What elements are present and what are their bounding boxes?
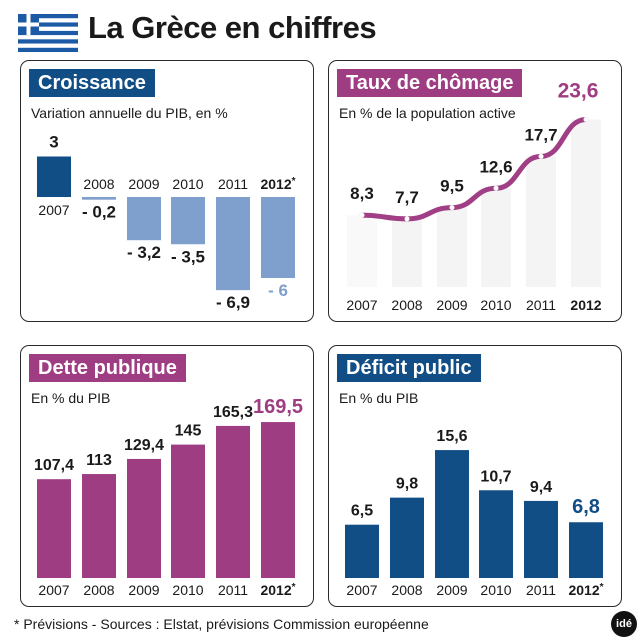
bar-dette-2012 bbox=[261, 422, 295, 578]
bar-croissance-2012 bbox=[261, 197, 295, 278]
chart-dette: 107,4 2007 113 2008 129,4 2009 145 2010 165,3 201… bbox=[34, 396, 303, 598]
header: La Grèce en chiffres bbox=[0, 0, 640, 60]
panel-deficit: Déficit public En % du PIB 6,5 2007 9,8 200… bbox=[328, 345, 622, 607]
year-label-chomage: 2010 bbox=[480, 297, 511, 313]
bar-deficit-2009 bbox=[435, 450, 469, 578]
value-label-dette: 113 bbox=[86, 452, 112, 469]
panel-subtitle-chomage: En % de la population active bbox=[339, 105, 516, 121]
column-shade-chomage bbox=[526, 156, 556, 287]
chart-deficit: 6,5 2007 9,8 2008 15,6 2009 10,7 2010 9,4 2011 6,8… bbox=[345, 428, 604, 598]
value-label-deficit: 9,8 bbox=[396, 476, 418, 493]
year-label-dette: 2011 bbox=[218, 582, 248, 598]
value-label-croissance: 3 bbox=[49, 133, 58, 152]
bar-dette-2009 bbox=[127, 458, 161, 578]
greek-flag-icon bbox=[18, 14, 78, 52]
panel-croissance: Croissance Variation annuelle du PIB, en… bbox=[20, 60, 314, 322]
point-chomage-2008 bbox=[404, 216, 410, 222]
point-chomage-2007 bbox=[359, 212, 365, 218]
panel-title-dette: Dette publique bbox=[29, 354, 186, 382]
bar-deficit-2007 bbox=[345, 524, 379, 578]
value-label-deficit: 9,4 bbox=[530, 479, 552, 496]
year-label-croissance: 2012* bbox=[260, 176, 295, 192]
bar-dette-2008 bbox=[82, 474, 116, 578]
value-label-croissance: - 0,2 bbox=[82, 203, 116, 222]
value-label-croissance: - 6,9 bbox=[216, 293, 250, 312]
page-title: La Grèce en chiffres bbox=[88, 10, 377, 45]
footnote: * Prévisions - Sources : Elstat, prévisi… bbox=[14, 616, 429, 632]
value-label-chomage: 7,7 bbox=[395, 188, 419, 207]
year-label-deficit: 2012* bbox=[568, 582, 603, 598]
year-label-chomage: 2012 bbox=[570, 297, 601, 313]
column-shade-chomage bbox=[347, 215, 377, 287]
value-label-chomage: 23,6 bbox=[558, 80, 599, 103]
value-label-dette: 107,4 bbox=[34, 457, 74, 474]
bar-deficit-2012 bbox=[569, 522, 603, 578]
panel-dette: Dette publique En % du PIB 107,4 2007 113 2… bbox=[20, 345, 314, 607]
year-label-dette: 2012* bbox=[260, 582, 295, 598]
point-chomage-2012 bbox=[583, 117, 589, 122]
bar-dette-2007 bbox=[37, 479, 71, 578]
bar-dette-2011 bbox=[216, 425, 250, 578]
value-label-croissance: - 6 bbox=[268, 281, 288, 300]
bar-croissance-2011 bbox=[216, 197, 250, 291]
value-label-deficit: 6,5 bbox=[351, 503, 373, 520]
chart-chomage: 8,3 2007 7,7 2008 9,5 2009 12,6 2010 17,7 2011 23,… bbox=[346, 80, 601, 314]
year-label-croissance: 2008 bbox=[83, 176, 114, 192]
ide-logo: idé bbox=[611, 611, 637, 637]
year-label-deficit: 2010 bbox=[480, 582, 511, 598]
value-label-croissance: - 3,5 bbox=[171, 247, 205, 266]
year-label-dette: 2008 bbox=[83, 582, 114, 598]
panel-chomage: Taux de chômage En % de la population ac… bbox=[328, 60, 622, 322]
year-label-chomage: 2008 bbox=[391, 297, 422, 313]
value-label-croissance: - 3,2 bbox=[127, 243, 161, 262]
column-shade-chomage bbox=[392, 218, 422, 287]
column-shade-chomage bbox=[571, 119, 601, 287]
year-label-chomage: 2011 bbox=[526, 297, 556, 313]
value-label-deficit: 10,7 bbox=[480, 468, 511, 485]
bar-croissance-2010 bbox=[171, 197, 205, 245]
year-label-dette: 2009 bbox=[128, 582, 159, 598]
year-label-croissance: 2009 bbox=[128, 176, 159, 192]
panel-subtitle-dette: En % du PIB bbox=[31, 390, 111, 406]
value-label-dette: 129,4 bbox=[124, 437, 164, 454]
bar-croissance-2008 bbox=[82, 197, 116, 200]
panel-title-croissance: Croissance bbox=[29, 69, 155, 97]
panel-subtitle-deficit: En % du PIB bbox=[339, 390, 419, 406]
year-label-dette: 2010 bbox=[172, 582, 203, 598]
panel-subtitle-croissance: Variation annuelle du PIB, en % bbox=[31, 105, 228, 121]
panel-title-deficit: Déficit public bbox=[337, 354, 481, 382]
year-label-deficit: 2011 bbox=[526, 582, 556, 598]
chart-croissance: 2007 3 2008 - 0,2 2009 - 3,2 2010 - 3,5 2011 - 6,… bbox=[37, 133, 296, 312]
value-label-dette: 169,5 bbox=[253, 396, 303, 418]
bar-croissance-2009 bbox=[127, 197, 161, 241]
point-chomage-2010 bbox=[493, 185, 499, 191]
year-label-croissance: 2011 bbox=[218, 176, 248, 192]
bar-deficit-2011 bbox=[524, 500, 558, 578]
point-chomage-2009 bbox=[449, 205, 455, 211]
column-shade-chomage bbox=[437, 207, 467, 287]
year-label-deficit: 2009 bbox=[436, 582, 467, 598]
column-shade-chomage bbox=[481, 188, 511, 287]
value-label-deficit: 6,8 bbox=[572, 496, 600, 518]
year-label-croissance: 2010 bbox=[172, 176, 203, 192]
value-label-dette: 145 bbox=[175, 423, 202, 440]
value-label-chomage: 9,5 bbox=[440, 177, 464, 196]
year-label-deficit: 2008 bbox=[391, 582, 422, 598]
year-label-chomage: 2009 bbox=[436, 297, 467, 313]
panel-title-chomage: Taux de chômage bbox=[337, 69, 523, 97]
year-label-deficit: 2007 bbox=[346, 582, 377, 598]
value-label-chomage: 12,6 bbox=[479, 157, 512, 176]
bar-dette-2010 bbox=[171, 444, 205, 578]
bar-deficit-2008 bbox=[390, 497, 424, 578]
bar-croissance-2007 bbox=[37, 156, 71, 197]
point-chomage-2011 bbox=[538, 153, 544, 159]
bar-deficit-2010 bbox=[479, 490, 513, 578]
year-label-croissance: 2007 bbox=[38, 202, 69, 218]
year-label-chomage: 2007 bbox=[346, 297, 377, 313]
value-label-dette: 165,3 bbox=[213, 404, 253, 421]
value-label-deficit: 15,6 bbox=[436, 428, 467, 445]
value-label-chomage: 8,3 bbox=[350, 184, 374, 203]
value-label-chomage: 17,7 bbox=[524, 125, 557, 144]
year-label-dette: 2007 bbox=[38, 582, 69, 598]
